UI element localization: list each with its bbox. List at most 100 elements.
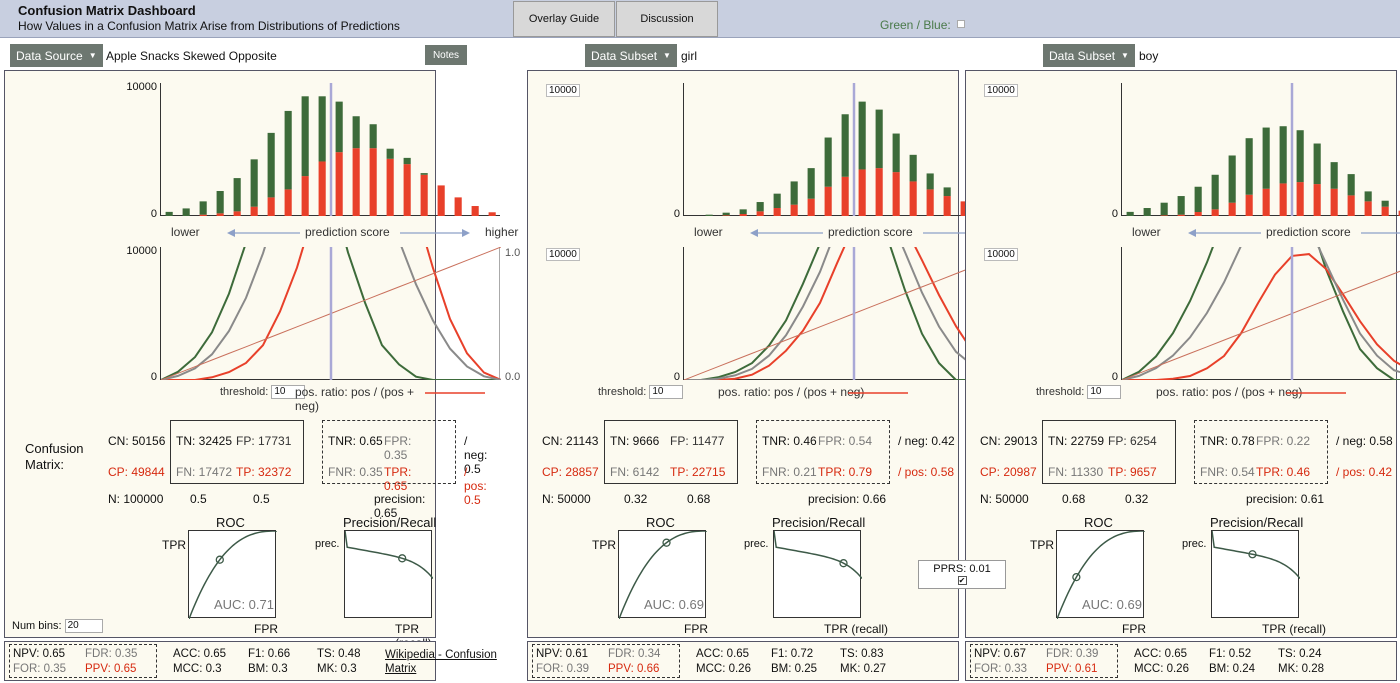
ratio-y-top: 1.0 bbox=[505, 247, 521, 259]
roc-tpr-label: TPR bbox=[592, 538, 616, 552]
score-arrows bbox=[227, 229, 470, 237]
wikipedia-link[interactable]: Wikipedia - Confusion Matrix bbox=[385, 649, 497, 675]
pr-svg bbox=[773, 530, 863, 579]
cm-rates-box bbox=[322, 420, 456, 484]
axis-prediction-score: prediction score bbox=[1266, 225, 1351, 239]
hist-neg-bar bbox=[1296, 130, 1304, 183]
cm-matrix-box bbox=[604, 420, 738, 484]
total-cdf-curve bbox=[1121, 195, 1400, 381]
hist-pos-bar bbox=[1245, 194, 1253, 216]
cum-y-zero: 0 bbox=[1111, 371, 1118, 383]
discussion-button[interactable]: Discussion bbox=[616, 1, 718, 37]
cm-fnr: FNR: 0.21 bbox=[762, 465, 817, 479]
pprs-box: PPRS: 0.01 ✔ bbox=[918, 560, 1006, 589]
pos-ratio-curve bbox=[1121, 270, 1400, 381]
ratio-y-zero: 0.0 bbox=[505, 371, 521, 383]
hist-neg-bar bbox=[1279, 126, 1287, 184]
hist-pos-bar bbox=[960, 201, 968, 216]
hist-pos-bar bbox=[437, 185, 445, 216]
data-subset-dropdown-2[interactable]: Data Subset ▼ bbox=[1043, 44, 1135, 67]
hist-neg-bar bbox=[369, 124, 377, 149]
hist-pos-bar bbox=[892, 172, 900, 216]
threshold-input[interactable]: 10 bbox=[649, 385, 684, 399]
metric-f1: F1: 0.52 bbox=[1209, 648, 1252, 660]
pr-plot bbox=[344, 530, 434, 618]
roc-title: ROC bbox=[1084, 515, 1113, 530]
cm-fn: FN: 11330 bbox=[1048, 465, 1104, 479]
hist-neg-bar bbox=[909, 154, 917, 182]
hist-neg-bar bbox=[722, 212, 730, 216]
metric-f1: F1: 0.72 bbox=[771, 648, 814, 660]
hist-neg-bar bbox=[1245, 138, 1253, 195]
hist-neg-bar bbox=[403, 157, 411, 165]
neg-cdf-curve bbox=[1121, 141, 1400, 381]
data-source-dropdown[interactable]: Data Source ▼ bbox=[10, 44, 103, 67]
app-subtitle: How Values in a Confusion Matrix Arise f… bbox=[18, 19, 400, 33]
data-subset-value-1: girl bbox=[681, 49, 698, 63]
num-bins-input[interactable]: 20 bbox=[64, 619, 103, 633]
histogram-svg bbox=[165, 83, 496, 216]
metric-mcc: MCC: 0.26 bbox=[696, 663, 751, 675]
score-arrows bbox=[1188, 229, 1400, 237]
cm-tp: TP: 32372 bbox=[236, 465, 292, 479]
cm-n: N: 100000 bbox=[108, 492, 164, 506]
cm-ratio-1: 0.5 bbox=[190, 492, 207, 506]
hist-pos-bar bbox=[454, 197, 462, 216]
pr-point bbox=[1248, 550, 1257, 559]
cumulative-svg bbox=[1121, 141, 1400, 381]
cm-pos: / pos: 0.5 bbox=[464, 465, 487, 507]
hist-neg-bar bbox=[926, 173, 934, 190]
hist-pos-bar bbox=[1313, 184, 1321, 216]
hist-pos-bar bbox=[1364, 201, 1372, 216]
metrics-panel-3: NPV: 0.67 FDR: 0.39 FOR: 0.33 PPV: 0.61 ACC:… bbox=[965, 641, 1397, 681]
hist-pos-bar bbox=[386, 158, 394, 216]
metric-mcc: MCC: 0.3 bbox=[173, 663, 222, 675]
hist-pos-bar bbox=[284, 189, 292, 216]
cm-rates-box bbox=[756, 420, 890, 484]
threshold-input[interactable]: 10 bbox=[1087, 385, 1122, 399]
overlay-guide-button[interactable]: Overlay Guide bbox=[513, 1, 615, 37]
metric-fdr: FDR: 0.34 bbox=[608, 648, 661, 660]
hist-neg-bar bbox=[756, 202, 764, 212]
hist-neg-bar bbox=[739, 209, 747, 215]
hist-pos-bar bbox=[807, 198, 815, 216]
hist-neg-bar bbox=[807, 168, 815, 199]
roc-fpr-label: FPR bbox=[684, 622, 708, 636]
cumulative-plot bbox=[1121, 141, 1400, 381]
metrics-panel-1: NPV: 0.65 FDR: 0.35 FOR: 0.35 PPV: 0.65 ACC:… bbox=[4, 641, 497, 681]
data-subset-dropdown-1[interactable]: Data Subset ▼ bbox=[585, 44, 677, 67]
hist-neg-bar bbox=[1313, 143, 1321, 185]
cm-neg: / neg: 0.58 bbox=[1336, 434, 1393, 448]
pprs-checkbox[interactable]: ✔ bbox=[957, 576, 967, 585]
data-subset-value-2: boy bbox=[1139, 49, 1159, 63]
threshold-input[interactable]: 10 bbox=[271, 385, 306, 399]
cm-pos: / pos: 0.42 bbox=[1336, 465, 1393, 479]
hist-pos-bar bbox=[1398, 210, 1400, 216]
cm-tn: TN: 32425 bbox=[176, 434, 233, 448]
histogram-plot bbox=[1121, 83, 1400, 216]
hist-pos-bar bbox=[756, 211, 764, 216]
chevron-down-icon: ▼ bbox=[663, 51, 671, 60]
roc-tpr-label: TPR bbox=[1030, 538, 1054, 552]
metric-f1: F1: 0.66 bbox=[248, 648, 291, 660]
hist-pos-bar bbox=[1347, 195, 1355, 216]
cm-fp: FP: 17731 bbox=[236, 434, 292, 448]
cm-pos: / pos: 0.58 bbox=[898, 465, 955, 479]
cm-cp: CP: 49844 bbox=[108, 465, 165, 479]
cm-fn: FN: 6142 bbox=[610, 465, 660, 479]
cm-matrix-box bbox=[170, 420, 304, 484]
pr-title: Precision/Recall bbox=[1210, 515, 1304, 530]
num-bins-label: Num bins: bbox=[12, 619, 62, 632]
green-blue-checkbox[interactable] bbox=[957, 20, 965, 28]
threshold-control: threshold: 10 bbox=[220, 385, 306, 399]
hist-pos-bar bbox=[1381, 206, 1389, 216]
roc-svg bbox=[618, 530, 707, 620]
notes-button[interactable]: Notes bbox=[425, 45, 467, 65]
metric-bm: BM: 0.24 bbox=[1209, 663, 1256, 675]
hist-pos-bar bbox=[824, 186, 832, 216]
hist-pos-bar bbox=[1177, 214, 1185, 216]
pos-ratio-label: pos. ratio: pos / (pos + neg) bbox=[1156, 385, 1303, 399]
roc-curve bbox=[618, 530, 707, 620]
hist-neg-bar bbox=[284, 110, 292, 190]
hist-pos-bar bbox=[369, 148, 377, 216]
